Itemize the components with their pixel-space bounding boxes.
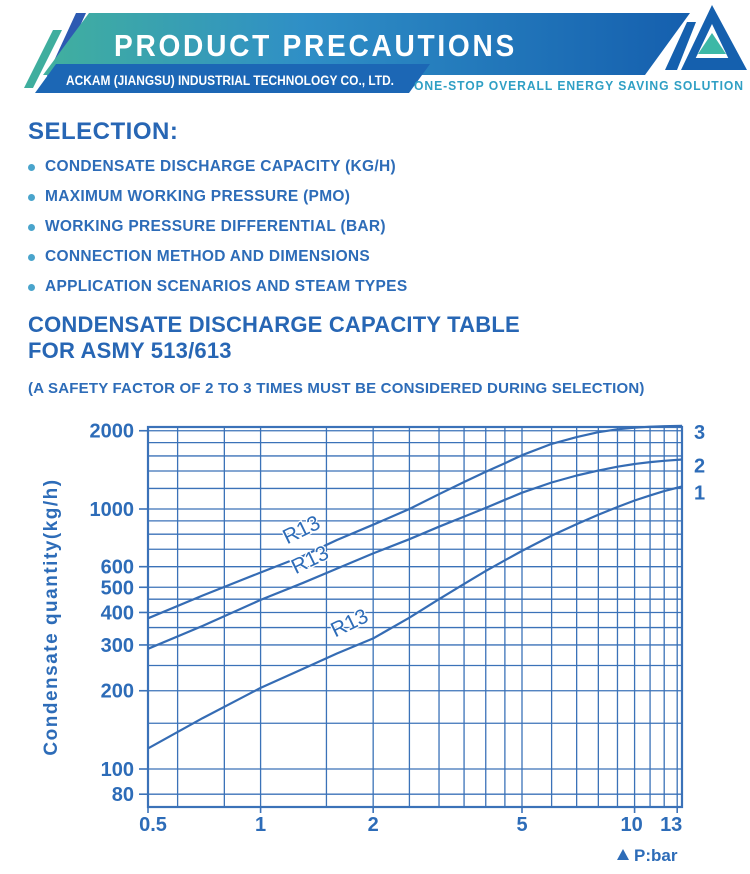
- list-item: APPLICATION SCENARIOS AND STEAM TYPES: [28, 272, 750, 302]
- banner-shape: [43, 13, 690, 75]
- x-tick-label: 2: [368, 814, 379, 836]
- teal-stripe-icon: [24, 30, 62, 88]
- y-tick-label: 200: [101, 681, 134, 703]
- selection-list: CONDENSATE DISCHARGE CAPACITY (KG/H) MAX…: [28, 152, 750, 302]
- list-item-label: MAXIMUM WORKING PRESSURE (PMO): [45, 188, 351, 205]
- y-tick-label: 100: [101, 759, 134, 781]
- y-tick-label: 400: [101, 602, 134, 624]
- y-tick-label: 2000: [90, 421, 135, 443]
- x-axis-title: P:bar: [634, 846, 678, 865]
- list-item: CONDENSATE DISCHARGE CAPACITY (KG/H): [28, 152, 750, 182]
- company-name: ACKAM (JIANGSU) INDUSTRIAL TECHNOLOGY CO…: [66, 73, 394, 88]
- list-item-label: WORKING PRESSURE DIFFERENTIAL (BAR): [45, 218, 386, 235]
- x-tick-label: 13: [660, 814, 682, 836]
- safety-factor-note: (A SAFETY FACTOR OF 2 TO 3 TIMES MUST BE…: [28, 380, 645, 397]
- bullet-dot-icon: [28, 283, 35, 291]
- curve-end-label: 3: [694, 422, 705, 444]
- y-tick-label: 500: [101, 577, 134, 599]
- bullet-dot-icon: [28, 253, 35, 261]
- header-banner: PRODUCT PRECAUTIONS ACKAM (JIANGSU) INDU…: [24, 5, 747, 93]
- page-content: SELECTION: CONDENSATE DISCHARGE CAPACITY…: [0, 118, 750, 397]
- y-tick-label: 300: [101, 635, 134, 657]
- y-tick-label: 80: [112, 784, 134, 806]
- x-tick-label: 1: [255, 814, 266, 836]
- y-tick-label: 600: [101, 557, 134, 579]
- x-tick-label: 10: [620, 814, 642, 836]
- x-tick-label: 5: [516, 814, 527, 836]
- list-item-label: CONNECTION METHOD AND DIMENSIONS: [45, 248, 371, 265]
- x-tick-label: 0.5: [139, 814, 167, 836]
- company-logo-icon: [665, 5, 747, 70]
- y-tick-label: 1000: [90, 499, 135, 521]
- capacity-table-title-line2: FOR ASMY 513/613: [28, 338, 232, 363]
- bullet-dot-icon: [28, 163, 35, 171]
- list-item: CONNECTION METHOD AND DIMENSIONS: [28, 242, 750, 272]
- plot-border: [146, 425, 684, 809]
- selection-heading: SELECTION:: [28, 118, 179, 145]
- capacity-curve-1: [147, 485, 683, 750]
- curve-label: R13: [327, 605, 372, 643]
- bullet-dot-icon: [28, 193, 35, 201]
- logo-a-triangle: [698, 33, 726, 54]
- curve-end-label: 1: [694, 483, 705, 505]
- list-item-label: CONDENSATE DISCHARGE CAPACITY (KG/H): [45, 158, 396, 175]
- tagline: ONE-STOP OVERALL ENERGY SAVING SOLUTION: [414, 78, 744, 93]
- y-axis-title: Condensate quantity(kg/h): [41, 478, 62, 755]
- logo-slash: [665, 22, 696, 70]
- company-bar: [35, 64, 430, 93]
- list-item-label: APPLICATION SCENARIOS AND STEAM TYPES: [45, 278, 408, 295]
- logo-a-crossbar: [682, 58, 742, 70]
- curve-end-label: 2: [694, 456, 705, 478]
- bullet-dot-icon: [28, 223, 35, 231]
- capacity-curve-2: [147, 458, 683, 650]
- capacity-table-title-line1: CONDENSATE DISCHARGE CAPACITY TABLE: [28, 312, 520, 337]
- capacity-table-title: CONDENSATE DISCHARGE CAPACITY TABLE FOR …: [28, 312, 750, 364]
- delta-icon: [617, 849, 629, 860]
- list-item: MAXIMUM WORKING PRESSURE (PMO): [28, 182, 750, 212]
- capacity-curve-3: [147, 424, 683, 620]
- list-item: WORKING PRESSURE DIFFERENTIAL (BAR): [28, 212, 750, 242]
- page-title: PRODUCT PRECAUTIONS: [114, 28, 517, 63]
